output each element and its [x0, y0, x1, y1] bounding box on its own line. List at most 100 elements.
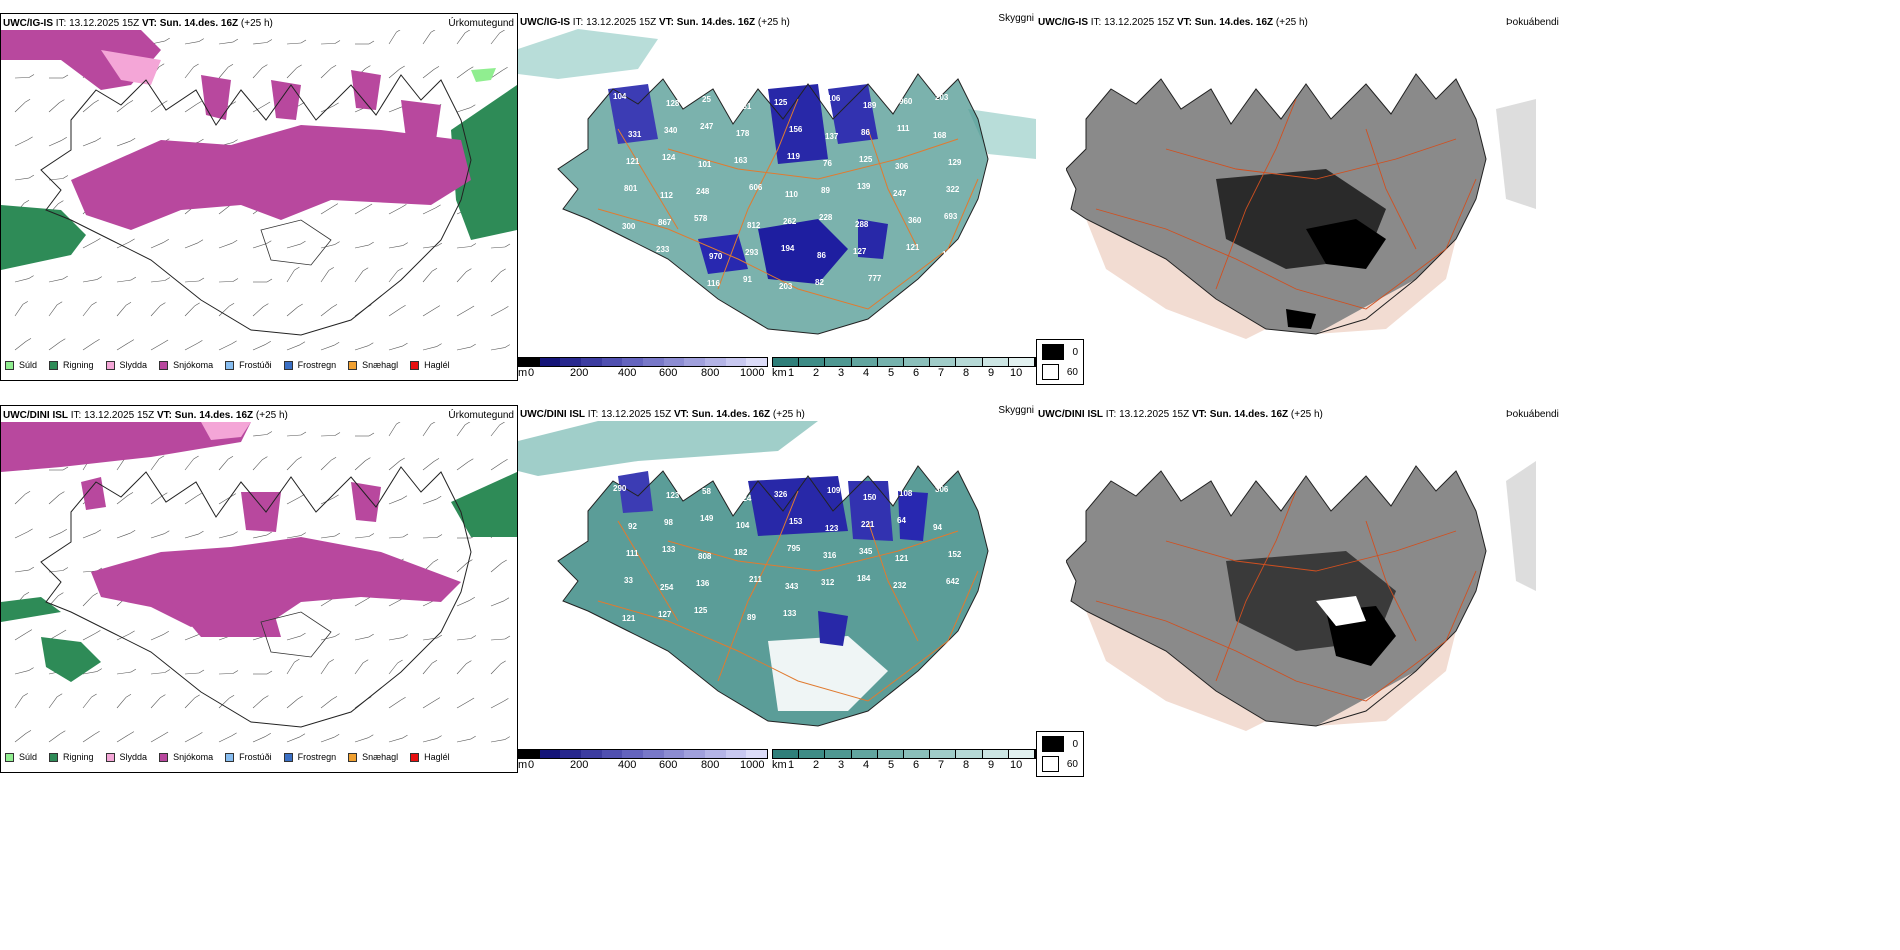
cloud-base-label: 326: [774, 490, 788, 499]
wind-barb: [456, 600, 470, 607]
wind-barb-feather: [266, 431, 273, 435]
wind-barb: [388, 423, 397, 437]
wind-barb-feather: [470, 243, 477, 247]
legend-swatch: [5, 752, 14, 762]
colorbar-segment: [982, 750, 1009, 758]
legend-swatch: [159, 752, 169, 762]
wind-barb-feather: [232, 139, 238, 143]
wind-barb-feather: [193, 63, 199, 68]
wind-barb-feather: [431, 660, 438, 664]
wind-barb-feather: [433, 458, 440, 462]
wind-barb: [320, 206, 334, 215]
wind-barb: [422, 700, 436, 709]
cloud-base-labels: 290 123 58 124 326 109 150 108 306 92 98 149 104 153 1…: [613, 484, 962, 623]
low-cloud-blob-1: [748, 476, 848, 536]
clear-area-south: [768, 636, 888, 711]
wind-barb: [150, 734, 164, 743]
wind-barb-feather: [24, 99, 31, 103]
wind-barb: [456, 700, 470, 709]
wind-barb: [48, 532, 62, 539]
wind-barb: [82, 102, 94, 113]
cloud-base-label: 168: [933, 131, 947, 140]
model-name: UWC/DINI ISL: [520, 409, 585, 420]
colorbar-segment: [851, 750, 878, 758]
lead-time: (+25 h): [1275, 17, 1308, 28]
legend-item-hail: Haglél: [410, 752, 450, 762]
fog-coastline: [1066, 465, 1487, 727]
iceland-outline: [40, 466, 472, 728]
cloud-base-label: 112: [660, 191, 673, 200]
cloud-panel-row1: UWC/IG-IS IT: 13.12.2025 15Z VT: Sun. 14…: [518, 13, 1036, 381]
wind-barb-feather: [95, 238, 101, 242]
cloud-base-label: 121: [626, 157, 640, 166]
wind-barb-feather: [470, 635, 477, 639]
cloud-base-label: 322: [946, 185, 960, 194]
cloud-base-label: 139: [857, 182, 871, 191]
wind-barb-feather: [431, 268, 438, 272]
wind-barb-feather: [332, 203, 339, 207]
wind-barb: [456, 107, 471, 113]
cloud-base-label: 104: [613, 92, 627, 101]
wind-barb-feather: [129, 238, 135, 243]
wind-barb-feather: [96, 276, 102, 280]
wind-barb-feather: [399, 457, 405, 462]
wind-barb: [388, 662, 398, 675]
wind-barb: [252, 344, 266, 351]
cloud-base-label: 312: [620, 249, 634, 258]
wind-barb-feather: [402, 734, 408, 739]
cloud-base-label: 300: [622, 222, 636, 231]
colorbar-segment: [825, 750, 852, 758]
wind-barb-feather: [26, 629, 33, 633]
cloud-base-label: 578: [694, 214, 708, 223]
panel-header: UWC/IG-IS IT: 13.12.2025 15Z VT: Sun. 14…: [3, 18, 273, 30]
wind-barb-feather: [500, 268, 506, 273]
cloud-base-label: 111: [897, 124, 910, 133]
wind-barb-feather: [62, 567, 69, 571]
fog-dark-area-3: [1286, 309, 1316, 329]
vt-value: Sun. 14.des. 16Z: [159, 18, 239, 29]
wind-barb-feather: [128, 731, 135, 735]
wind-barb-feather: [365, 457, 371, 461]
legend-item-freezing-rain: Frostregn: [283, 360, 336, 370]
wind-barb-feather: [468, 66, 474, 71]
wind-barb: [150, 342, 164, 351]
cloud-base-label: 221: [861, 520, 875, 529]
wind-barb: [82, 633, 96, 641]
wind-barb-feather: [468, 697, 475, 702]
cloud-base-label: 178: [736, 129, 750, 138]
wind-barb-feather: [227, 456, 234, 460]
wind-barb-feather: [61, 529, 67, 533]
cloud-base-label: 91: [743, 275, 752, 284]
wind-barb: [184, 280, 200, 283]
legend-item-sleet: Slydda: [105, 752, 147, 762]
cloud-base-label: 128: [666, 99, 680, 108]
wind-barb: [354, 244, 369, 249]
wind-barb-feather: [57, 301, 63, 305]
cloud-base-label: 795: [787, 544, 801, 553]
cloud-base-label: 606: [749, 183, 763, 192]
vt-value: Sun. 14.des. 16Z: [1194, 17, 1274, 28]
fog-haze-east: [1506, 461, 1536, 591]
colorbar-segment: [643, 750, 664, 758]
cloud-base-label: 288: [855, 220, 869, 229]
cloud-base-label: 194: [781, 244, 795, 253]
wind-barb-feather: [499, 30, 505, 34]
wind-barb-feather: [504, 344, 510, 348]
wind-barb-feather: [196, 100, 202, 105]
cloud-base-label: 76: [823, 159, 832, 168]
it-label: IT:: [587, 409, 599, 420]
wind-barb-feather: [434, 697, 441, 701]
wind-barb-feather: [125, 694, 132, 698]
cloud-base-label: 184: [857, 574, 871, 583]
lead-time: (+25 h): [772, 409, 805, 420]
cloud-base-label: 106: [827, 94, 841, 103]
wind-barb-feather: [296, 64, 302, 69]
legend-item-snow-pellets: Snæhagl: [348, 752, 398, 762]
wind-barb: [150, 634, 164, 641]
wind-barb: [116, 671, 131, 675]
glacier-outline: [260, 611, 332, 658]
wind-barb: [82, 595, 93, 607]
colorbar-segment: [982, 358, 1009, 366]
wind-barb-feather: [263, 695, 269, 699]
wind-barb-feather: [27, 528, 33, 533]
